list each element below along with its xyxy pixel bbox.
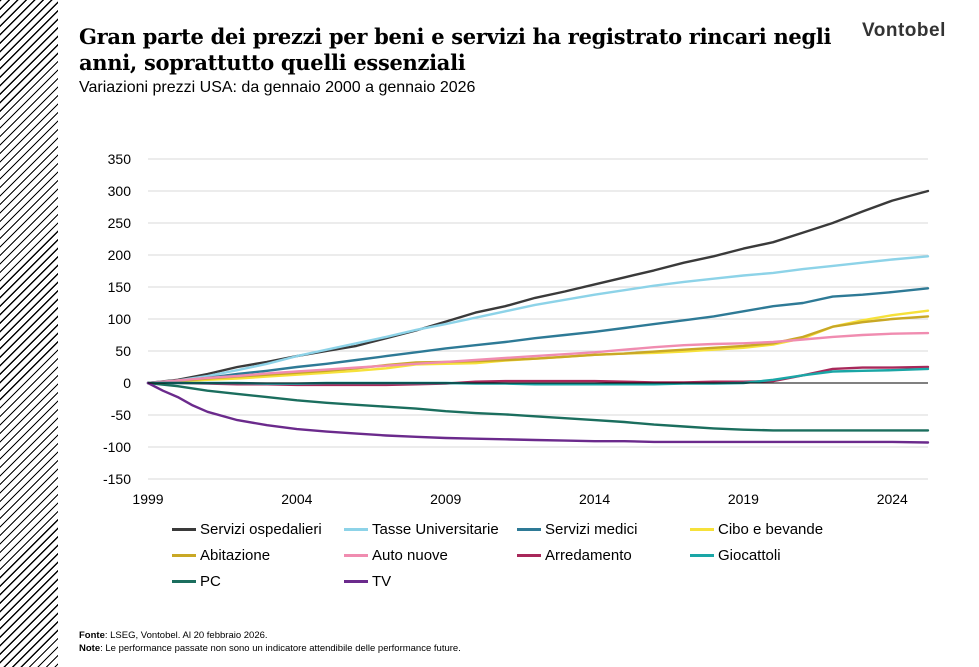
x-tick-label: 2009: [430, 491, 461, 507]
vontobel-logo: Vontobel: [862, 20, 946, 41]
legend-swatch: [690, 553, 714, 557]
disclaimer-note: Note: Le performance passate non sono un…: [79, 642, 461, 655]
hatched-side-band: [0, 0, 58, 667]
legend-item: Auto nuove: [344, 545, 517, 565]
legend-swatch: [344, 553, 368, 557]
x-tick-label: 2019: [728, 491, 759, 507]
series-line-servizi-ospedalieri: [146, 189, 930, 385]
legend-label: Abitazione: [200, 546, 271, 564]
y-tick-label: 50: [115, 343, 131, 359]
legend-item: PC: [172, 571, 344, 591]
x-tick-label: 2014: [579, 491, 610, 507]
source-text: : LSEG, Vontobel. Al 20 febbraio 2026.: [104, 630, 268, 641]
y-tick-label: -150: [103, 471, 131, 487]
series-line-giocattoli: [146, 367, 930, 386]
x-tick-label: 2004: [281, 491, 312, 507]
note-label: Note: [79, 643, 101, 654]
y-tick-label: 0: [123, 375, 131, 391]
series-lines: [146, 189, 930, 444]
x-tick-label: 1999: [132, 491, 163, 507]
legend-label: PC: [200, 572, 221, 590]
legend-label: Auto nuove: [372, 546, 448, 564]
legend-swatch: [517, 527, 541, 531]
chart-title: Gran parte dei prezzi per beni e servizi…: [79, 24, 832, 75]
legend-label: Servizi ospedalieri: [200, 520, 322, 538]
legend-label: Cibo e bevande: [718, 520, 824, 538]
legend-item: Cibo e bevande: [690, 519, 870, 539]
y-tick-label: 300: [108, 183, 132, 199]
legend-item: Arredamento: [517, 545, 690, 565]
legend-swatch: [344, 579, 368, 583]
chart-legend: Servizi ospedalieri Tasse Universitarie Se…: [172, 519, 952, 591]
legend-label: Arredamento: [545, 546, 632, 564]
y-tick-label: 150: [108, 279, 132, 295]
series-line-abitazione: [146, 315, 930, 385]
y-tick-label: 100: [108, 311, 132, 327]
legend-item: Servizi ospedalieri: [172, 519, 344, 539]
legend-swatch: [172, 527, 196, 531]
y-axis-tick-labels: -150 -100 -50 0 50 100 150 200 250 300 350: [103, 151, 131, 487]
x-tick-label: 2024: [877, 491, 908, 507]
footer-notes: Fonte: LSEG, Vontobel. Al 20 febbraio 20…: [79, 629, 461, 655]
y-tick-label: 350: [108, 151, 132, 167]
legend-item: Servizi medici: [517, 519, 690, 539]
y-tick-label: -100: [103, 439, 131, 455]
legend-item: Abitazione: [172, 545, 344, 565]
series-line-pc: [146, 381, 930, 432]
legend-item: Giocattoli: [690, 545, 870, 565]
legend-swatch: [344, 527, 368, 531]
series-line-tv: [146, 381, 930, 444]
source-note: Fonte: LSEG, Vontobel. Al 20 febbraio 20…: [79, 629, 461, 642]
grid-lines: [148, 158, 928, 480]
legend-item: TV: [344, 571, 517, 591]
legend-item: Tasse Universitarie: [344, 519, 517, 539]
series-line-tasse-universitarie: [146, 255, 930, 385]
legend-swatch: [517, 553, 541, 557]
x-axis-tick-labels: 1999 2004 2009 2014 2019 2024: [132, 491, 908, 507]
series-line-auto-nuove: [146, 331, 930, 385]
series-line-servizi-medici: [146, 287, 930, 385]
legend-label: Tasse Universitarie: [372, 520, 499, 538]
legend-swatch: [690, 527, 714, 531]
chart-subtitle: Variazioni prezzi USA: da gennaio 2000 a…: [79, 79, 476, 96]
note-text: : Le performance passate non sono un ind…: [100, 643, 461, 654]
source-label: Fonte: [79, 630, 105, 641]
y-tick-label: 200: [108, 247, 132, 263]
legend-label: Servizi medici: [545, 520, 638, 538]
legend-label: Giocattoli: [718, 546, 781, 564]
legend-swatch: [172, 553, 196, 557]
y-tick-label: -50: [111, 407, 131, 423]
legend-swatch: [172, 579, 196, 583]
legend-label: TV: [372, 572, 392, 590]
y-tick-label: 250: [108, 215, 132, 231]
